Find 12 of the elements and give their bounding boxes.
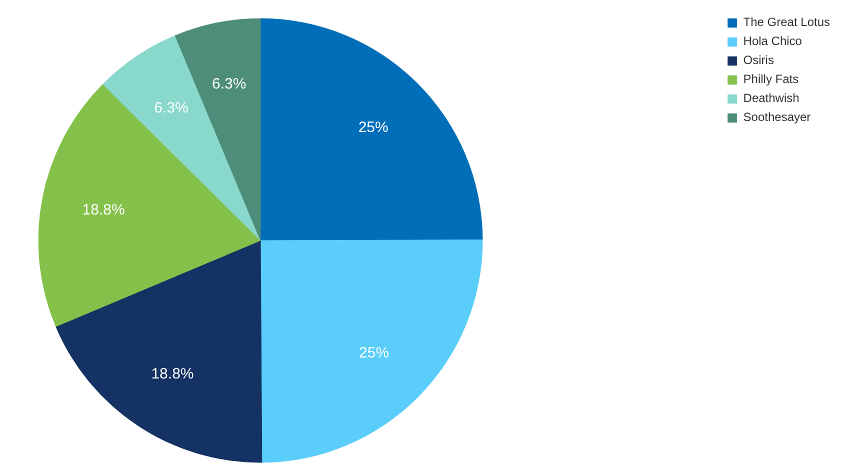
data-label: 18.8%	[151, 365, 194, 382]
legend-label: Osiris	[743, 52, 774, 68]
legend-label: Hola Chico	[743, 33, 802, 49]
legend-label: The Great Lotus	[743, 14, 830, 30]
legend-label: Philly Fats	[743, 71, 799, 87]
data-label: 25%	[358, 118, 388, 136]
legend-label: Soothesayer	[743, 109, 811, 125]
data-label: 6.3%	[154, 99, 188, 116]
data-label: 18.8%	[82, 202, 125, 219]
data-label: 6.3%	[212, 75, 246, 92]
data-label: 25%	[359, 344, 390, 362]
legend-label: Deathwish	[743, 90, 800, 106]
